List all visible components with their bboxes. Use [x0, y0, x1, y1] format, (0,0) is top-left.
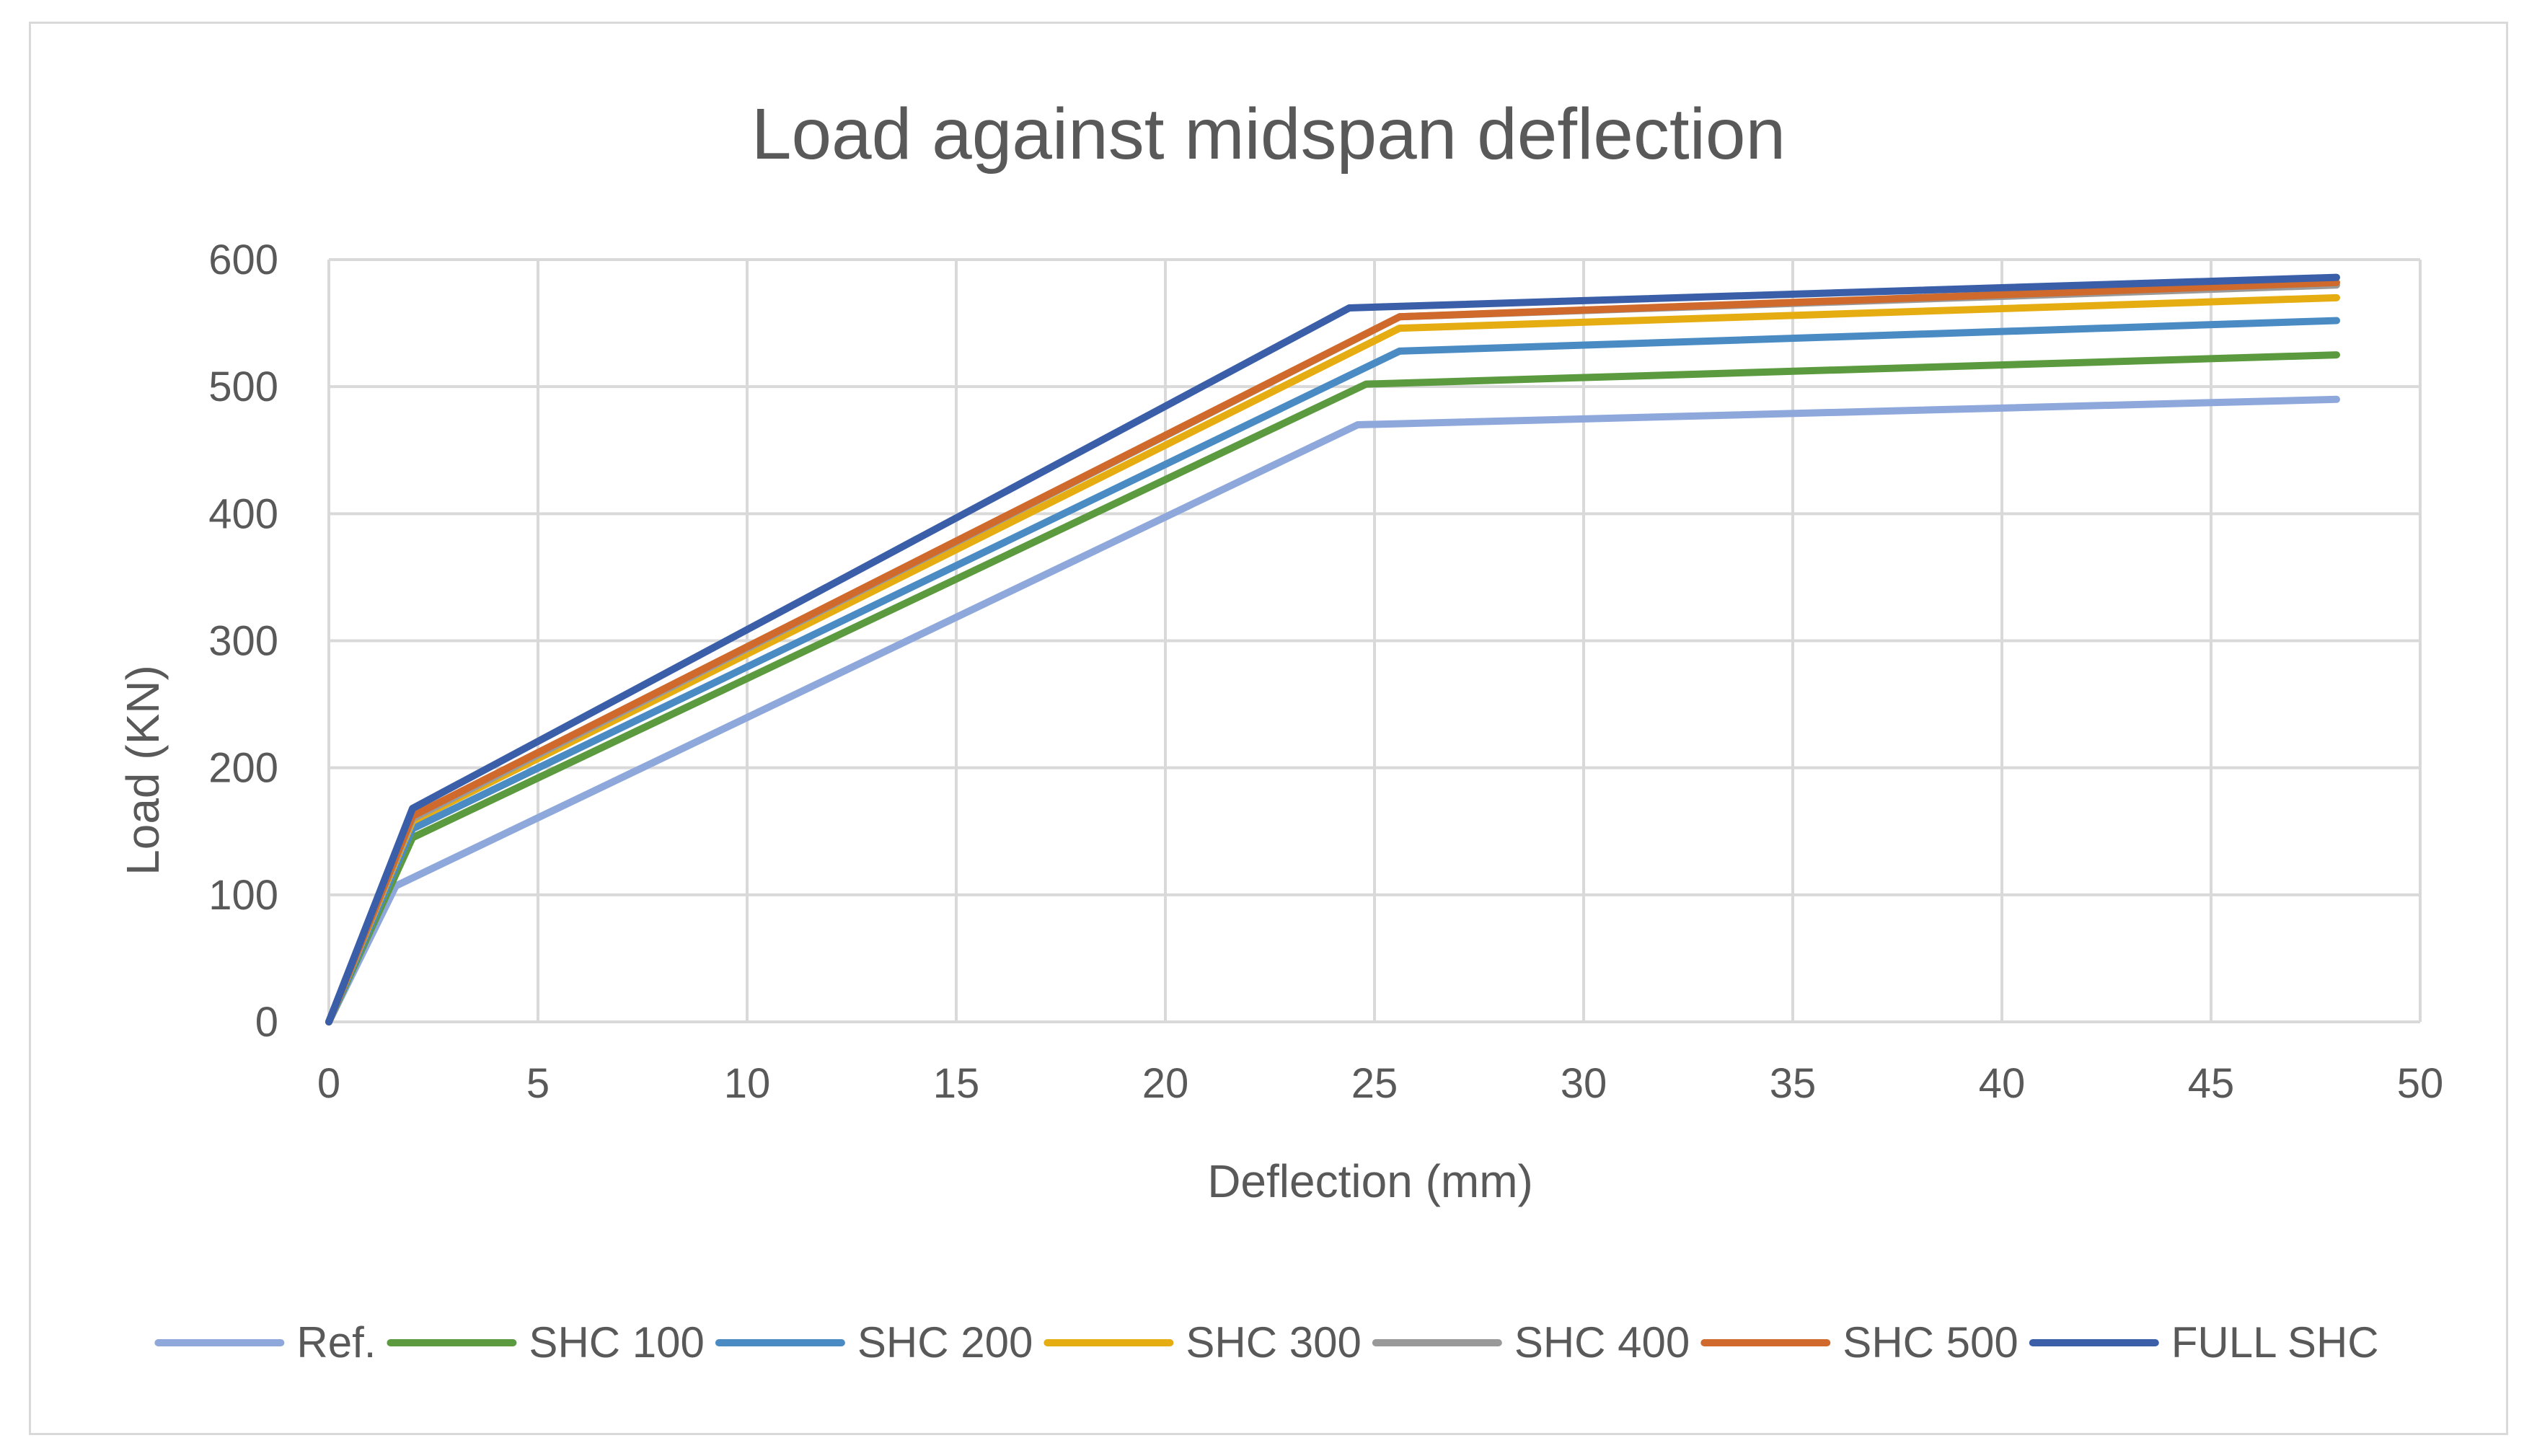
x-tick-label: 10 [724, 1060, 771, 1107]
x-tick-label: 30 [1561, 1060, 1607, 1107]
legend-label-5: SHC 400 [1514, 1318, 1690, 1367]
series-line-3 [325, 317, 2340, 1025]
y-tick-label: 0 [255, 999, 278, 1046]
series-line-5 [325, 281, 2340, 1025]
y-tick-label: 600 [208, 237, 278, 283]
legend-label-7: FULL SHC [2171, 1318, 2379, 1367]
x-tick-label: 25 [1351, 1060, 1398, 1107]
x-tick-label: 35 [1770, 1060, 1817, 1107]
legend-label-4: SHC 300 [1186, 1318, 1361, 1367]
legend-label-6: SHC 500 [1843, 1318, 2018, 1367]
x-tick-label: 15 [933, 1060, 980, 1107]
x-tick-label: 0 [317, 1060, 340, 1107]
x-tick-label: 5 [526, 1060, 550, 1107]
gridlines [327, 258, 2422, 1023]
series-line-6 [325, 278, 2340, 1025]
series-line-7 [325, 273, 2340, 1025]
y-tick-label: 100 [208, 872, 278, 919]
series-lines [325, 273, 2340, 1025]
y-axis-label: Load (KN) [117, 665, 169, 875]
x-tick-label: 40 [1979, 1060, 2026, 1107]
legend-label-3: SHC 200 [857, 1318, 1033, 1367]
legend: Ref. SHC 100 SHC 200 SHC 300 SHC 400 SHC 500 F… [154, 1318, 2379, 1367]
x-axis-label: Deflection (mm) [1207, 1155, 1533, 1207]
y-tick-labels: 0 100 200 300 400 500 600 [208, 237, 278, 1046]
x-tick-labels: 0 5 10 15 20 25 30 35 40 45 50 [317, 1060, 2443, 1107]
legend-label-1: Ref. [296, 1318, 376, 1367]
y-tick-label: 400 [208, 490, 278, 537]
y-tick-label: 300 [208, 618, 278, 665]
y-tick-label: 500 [208, 363, 278, 410]
chart-frame [29, 22, 2508, 1435]
x-tick-label: 20 [1142, 1060, 1189, 1107]
x-tick-label: 50 [2397, 1060, 2444, 1107]
legend-label-2: SHC 100 [529, 1318, 704, 1367]
y-tick-label: 200 [208, 745, 278, 792]
x-tick-label: 45 [2188, 1060, 2235, 1107]
chart-title: Load against midspan deflection [751, 94, 1786, 175]
